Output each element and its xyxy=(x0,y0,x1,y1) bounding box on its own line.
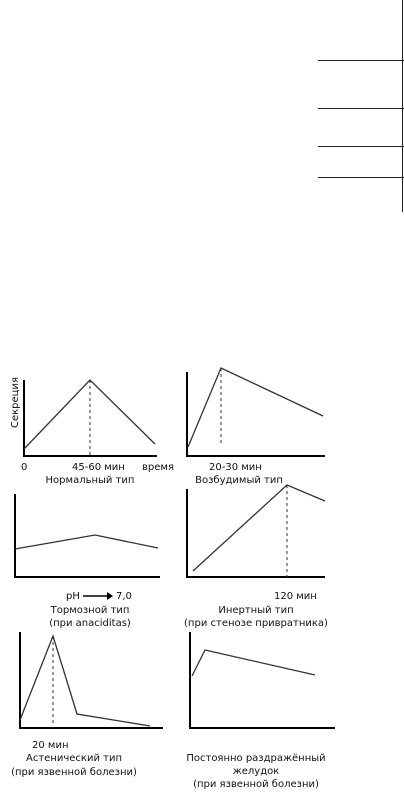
panel-inhibitory-axes xyxy=(14,494,160,578)
panel-asthenic-axes xyxy=(19,632,163,729)
panel-irritated-subtitle: желудок xyxy=(232,766,280,777)
panel-excitable-tick-peak: 20-30 мин xyxy=(209,462,262,473)
panel-inert xyxy=(186,484,326,578)
panel-normal-tick-time: время xyxy=(142,462,174,473)
panel-excitable-title: Возбудимый тип xyxy=(195,475,283,486)
top-right-rule-2 xyxy=(318,108,404,109)
top-right-rule-4 xyxy=(318,177,404,178)
panel-normal-title: Нормальный тип xyxy=(45,475,135,486)
panel-inhibitory-curve xyxy=(14,534,159,550)
panel-inert-title: Инертный тип xyxy=(218,605,294,616)
panel-inhibitory-tick-ph: pH xyxy=(66,591,80,602)
panel-inhibitory-subtitle: (при anaciditas) xyxy=(49,618,131,629)
panel-normal-curve xyxy=(23,379,156,450)
panel-inhibitory-tick-value: 7,0 xyxy=(116,591,132,602)
panel-inhibitory xyxy=(14,494,160,578)
panel-normal-tick-peak: 45-60 мин xyxy=(72,462,125,473)
top-right-rule-1 xyxy=(318,60,404,61)
panel-inert-curve xyxy=(192,484,326,572)
panel-irritated-subtitle-2: (при язвенной болезни) xyxy=(193,779,319,790)
panel-irritated-title: Постоянно раздражённый xyxy=(186,753,326,764)
panel-excitable-axes xyxy=(186,372,325,457)
ph-arrow-icon xyxy=(83,592,113,600)
panel-normal xyxy=(23,379,157,457)
panel-inhibitory-title: Тормозной тип xyxy=(50,605,130,616)
panel-asthenic-title: Астенический тип xyxy=(26,753,122,764)
panel-asthenic-curve xyxy=(19,634,151,727)
panel-irritated-axes xyxy=(189,632,335,729)
panel-asthenic-tick-peak: 20 мин xyxy=(32,740,69,751)
panel-normal-tick-zero: 0 xyxy=(21,462,28,473)
panel-irritated-curve xyxy=(191,649,316,677)
panel-inert-axes xyxy=(186,489,325,578)
panel-normal-axes xyxy=(23,380,157,457)
panel-asthenic xyxy=(19,632,163,729)
panel-excitable xyxy=(186,367,325,457)
panel-excitable-curve xyxy=(187,367,324,448)
y-axis-label: Секреция xyxy=(10,377,21,428)
panel-inert-subtitle: (при стенозе привратника) xyxy=(184,618,328,629)
panel-inert-tick-peak: 120 мин xyxy=(274,591,317,602)
top-right-rule-3 xyxy=(318,146,404,147)
panel-irritated xyxy=(189,632,335,729)
panel-asthenic-subtitle: (при язвенной болезни) xyxy=(11,767,137,778)
top-right-vertical-rule xyxy=(402,0,403,212)
